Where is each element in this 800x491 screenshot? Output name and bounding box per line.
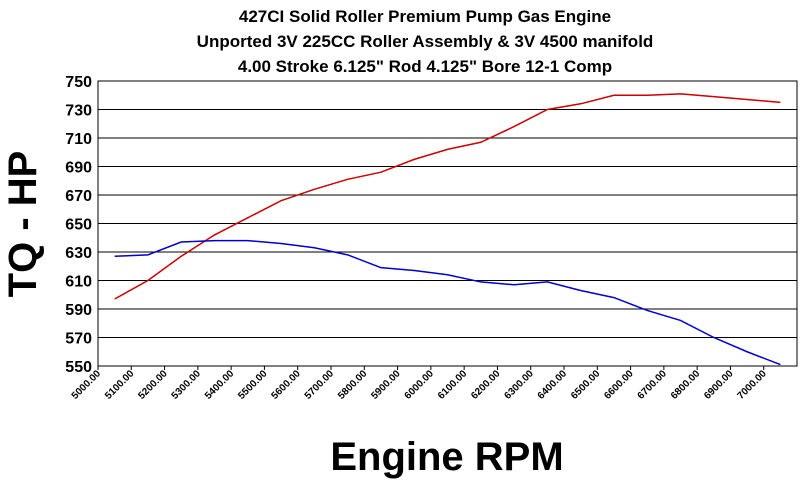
y-tick-label: 750: [65, 74, 92, 91]
series-line: [114, 239, 781, 366]
chart-title: 427CI Solid Roller Premium Pump Gas Engi…: [239, 7, 611, 26]
plot-border: [97, 80, 798, 367]
y-tick-label: 730: [65, 103, 92, 120]
y-tick-label: 610: [65, 274, 92, 291]
chart-title: Unported 3V 225CC Roller Assembly & 3V 4…: [197, 32, 654, 51]
y-tick-label: 690: [65, 160, 92, 177]
y-axis-label: TQ - HP: [1, 151, 45, 298]
y-tick-label: 650: [65, 217, 92, 234]
y-tick-label: 590: [65, 302, 92, 319]
x-axis-label: Engine RPM: [330, 435, 563, 479]
y-tick-label: 570: [65, 331, 92, 348]
y-tick-label: 550: [65, 359, 92, 376]
y-tick-label: 670: [65, 188, 92, 205]
y-tick-label: 630: [65, 245, 92, 262]
y-tick-label: 710: [65, 131, 92, 148]
series-line: [114, 93, 781, 300]
chart-title: 4.00 Stroke 6.125" Rod 4.125" Bore 12-1 …: [238, 57, 612, 76]
